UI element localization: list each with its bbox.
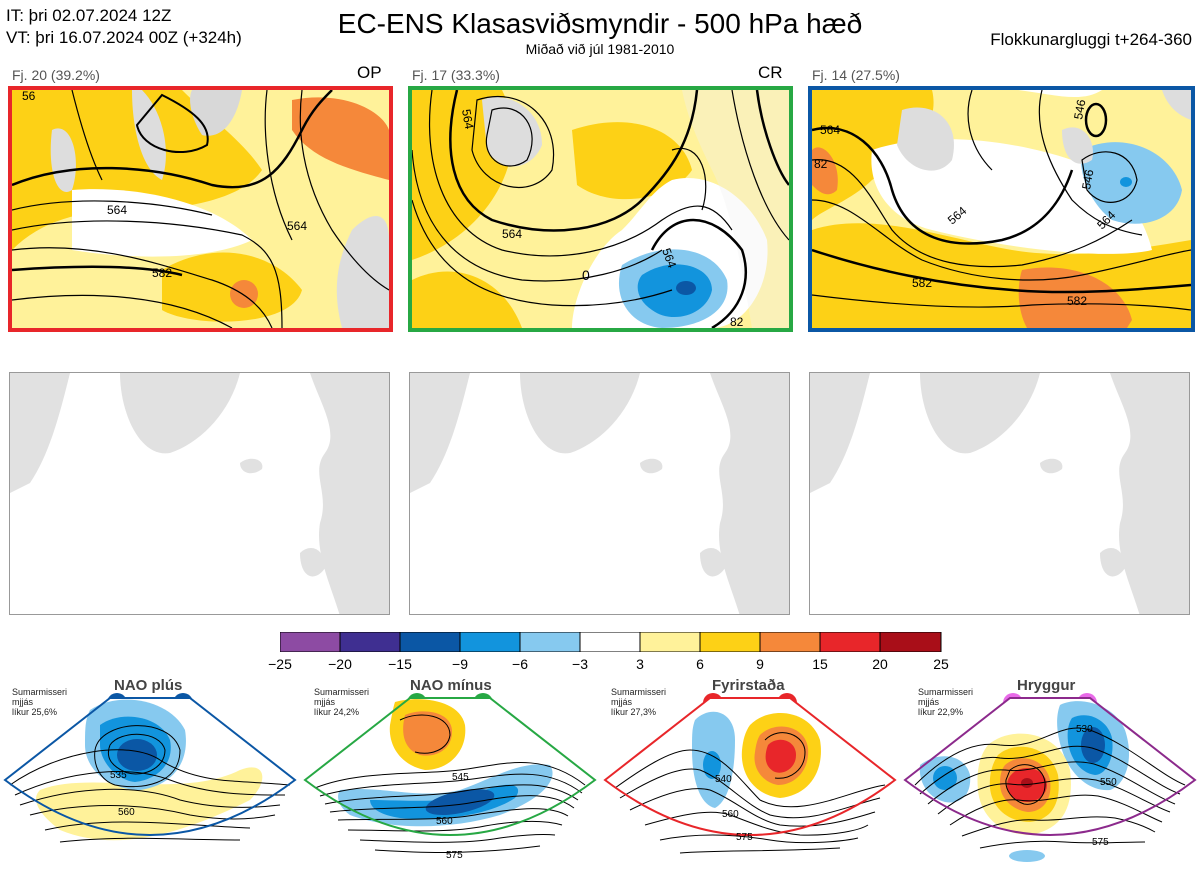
cluster-map-3[interactable]: 564 564 582 582 546 546 564 82 (808, 86, 1195, 332)
colorbar-swatch (819, 631, 881, 653)
colorbar-swatch (699, 631, 761, 653)
contour-label: 564 (659, 246, 679, 270)
colorbar-tick: −3 (572, 656, 588, 672)
colorbar-swatch (579, 631, 641, 653)
colorbar-swatch (639, 631, 701, 653)
init-time: IT: þri 02.07.2024 12Z (6, 6, 172, 25)
contour-label: 575 (446, 850, 463, 861)
colorbar-tick: −9 (452, 656, 468, 672)
cluster-map-3-canvas: 564 564 582 582 546 546 564 82 (812, 90, 1191, 328)
base-map-3-canvas (810, 373, 1189, 614)
regime-4-title: Hryggur (1017, 677, 1076, 694)
regime-1-note: Sumarmisseri mjjás líkur 25,6% (12, 687, 68, 717)
regime-1-map[interactable]: 535 560 (0, 690, 300, 870)
colorbar-tick: 25 (933, 656, 949, 672)
cluster-map-2-canvas: 564 564 564 0 82 (412, 90, 789, 328)
colorbar-swatch (459, 631, 521, 653)
contour-label: 582 (1067, 294, 1087, 308)
colorbar-swatch (279, 631, 341, 653)
regime-3-note: Sumarmisseri mjjás líkur 27,3% (611, 687, 667, 717)
contour-label: 546 (1079, 168, 1096, 190)
base-map-1-canvas (10, 373, 389, 614)
regime-2-title: NAO mínus (410, 677, 492, 694)
regime-3-map[interactable]: 540 560 575 (600, 690, 900, 870)
colorbar-swatch (339, 631, 401, 653)
cluster-2-label: Fj. 17 (33.3%) (412, 67, 500, 83)
cluster-1-tag: OP (357, 63, 382, 82)
colorbar-tick: 15 (812, 656, 828, 672)
colorbar-tick: −20 (328, 656, 352, 672)
contour-label: 550 (1100, 777, 1117, 788)
regime-2-map[interactable]: 545 560 575 (300, 690, 600, 870)
base-map-2-canvas (410, 373, 789, 614)
colorbar-tick: −6 (512, 656, 528, 672)
colorbar-tick: 3 (636, 656, 644, 672)
contour-label: 564 (502, 227, 522, 241)
base-map-3[interactable] (809, 372, 1190, 615)
cluster-1-label: Fj. 20 (39.2%) (12, 67, 100, 83)
colorbar-tick: −15 (388, 656, 412, 672)
colorbar-swatch (759, 631, 821, 653)
base-map-1[interactable] (9, 372, 390, 615)
contour-label: 82 (730, 315, 744, 328)
colorbar-swatch (879, 631, 942, 653)
contour-label: 560 (722, 809, 739, 820)
contour-label: 564 (107, 203, 127, 217)
contour-label: 582 (912, 276, 932, 290)
colorbar-swatches (279, 631, 942, 653)
cluster-map-2[interactable]: 564 564 564 0 82 (408, 86, 793, 332)
colorbar-tick: 6 (696, 656, 704, 672)
contour-label: 560 (436, 816, 453, 827)
header-dates: IT: þri 02.07.2024 12Z VT: þri 16.07.202… (6, 5, 242, 49)
contour-label: 0 (582, 267, 590, 283)
valid-time: VT: þri 16.07.2024 00Z (+324h) (6, 28, 242, 47)
contour-label: 575 (1092, 837, 1109, 848)
contour-label: 56 (22, 90, 36, 103)
regime-3-title: Fyrirstaða (712, 677, 785, 694)
cluster-3-label: Fj. 14 (27.5%) (812, 67, 900, 83)
regime-4-map[interactable]: 530 550 575 (900, 690, 1200, 870)
regime-4-note: Sumarmisseri mjjás líkur 22,9% (918, 687, 974, 717)
colorbar-tick: 9 (756, 656, 764, 672)
contour-label: 546 (1071, 98, 1088, 120)
cluster-map-1[interactable]: 564 564 582 56 (8, 86, 393, 332)
colorbar-swatch (519, 631, 581, 653)
colorbar-tick: −25 (268, 656, 292, 672)
contour-label: 564 (459, 108, 476, 130)
contour-label: 575 (736, 832, 753, 843)
colorbar-tick: 20 (872, 656, 888, 672)
colorbar-swatch (399, 631, 461, 653)
page-title: EC-ENS Klasasviðsmyndir - 500 hPa hæð (337, 8, 863, 39)
colorbar (279, 631, 942, 653)
contour-label: 560 (118, 807, 135, 818)
contour-label: 545 (452, 772, 469, 783)
page-subtitle: Miðað við júl 1981-2010 (525, 41, 675, 57)
contour-label: 82 (814, 157, 828, 171)
base-map-2[interactable] (409, 372, 790, 615)
contour-label: 582 (152, 266, 172, 280)
cluster-2-tag: CR (758, 63, 783, 82)
regime-2-note: Sumarmisseri mjjás líkur 24,2% (314, 687, 370, 717)
contour-label: 564 (287, 219, 307, 233)
contour-label: 540 (715, 774, 732, 785)
classification-window: Flokkunargluggi t+264-360 (990, 30, 1192, 49)
contour-label: 530 (1076, 724, 1093, 735)
contour-label: 564 (820, 123, 840, 137)
regime-1-title: NAO plús (114, 677, 183, 694)
cluster-map-1-canvas: 564 564 582 56 (12, 90, 389, 328)
contour-label: 535 (110, 770, 127, 781)
